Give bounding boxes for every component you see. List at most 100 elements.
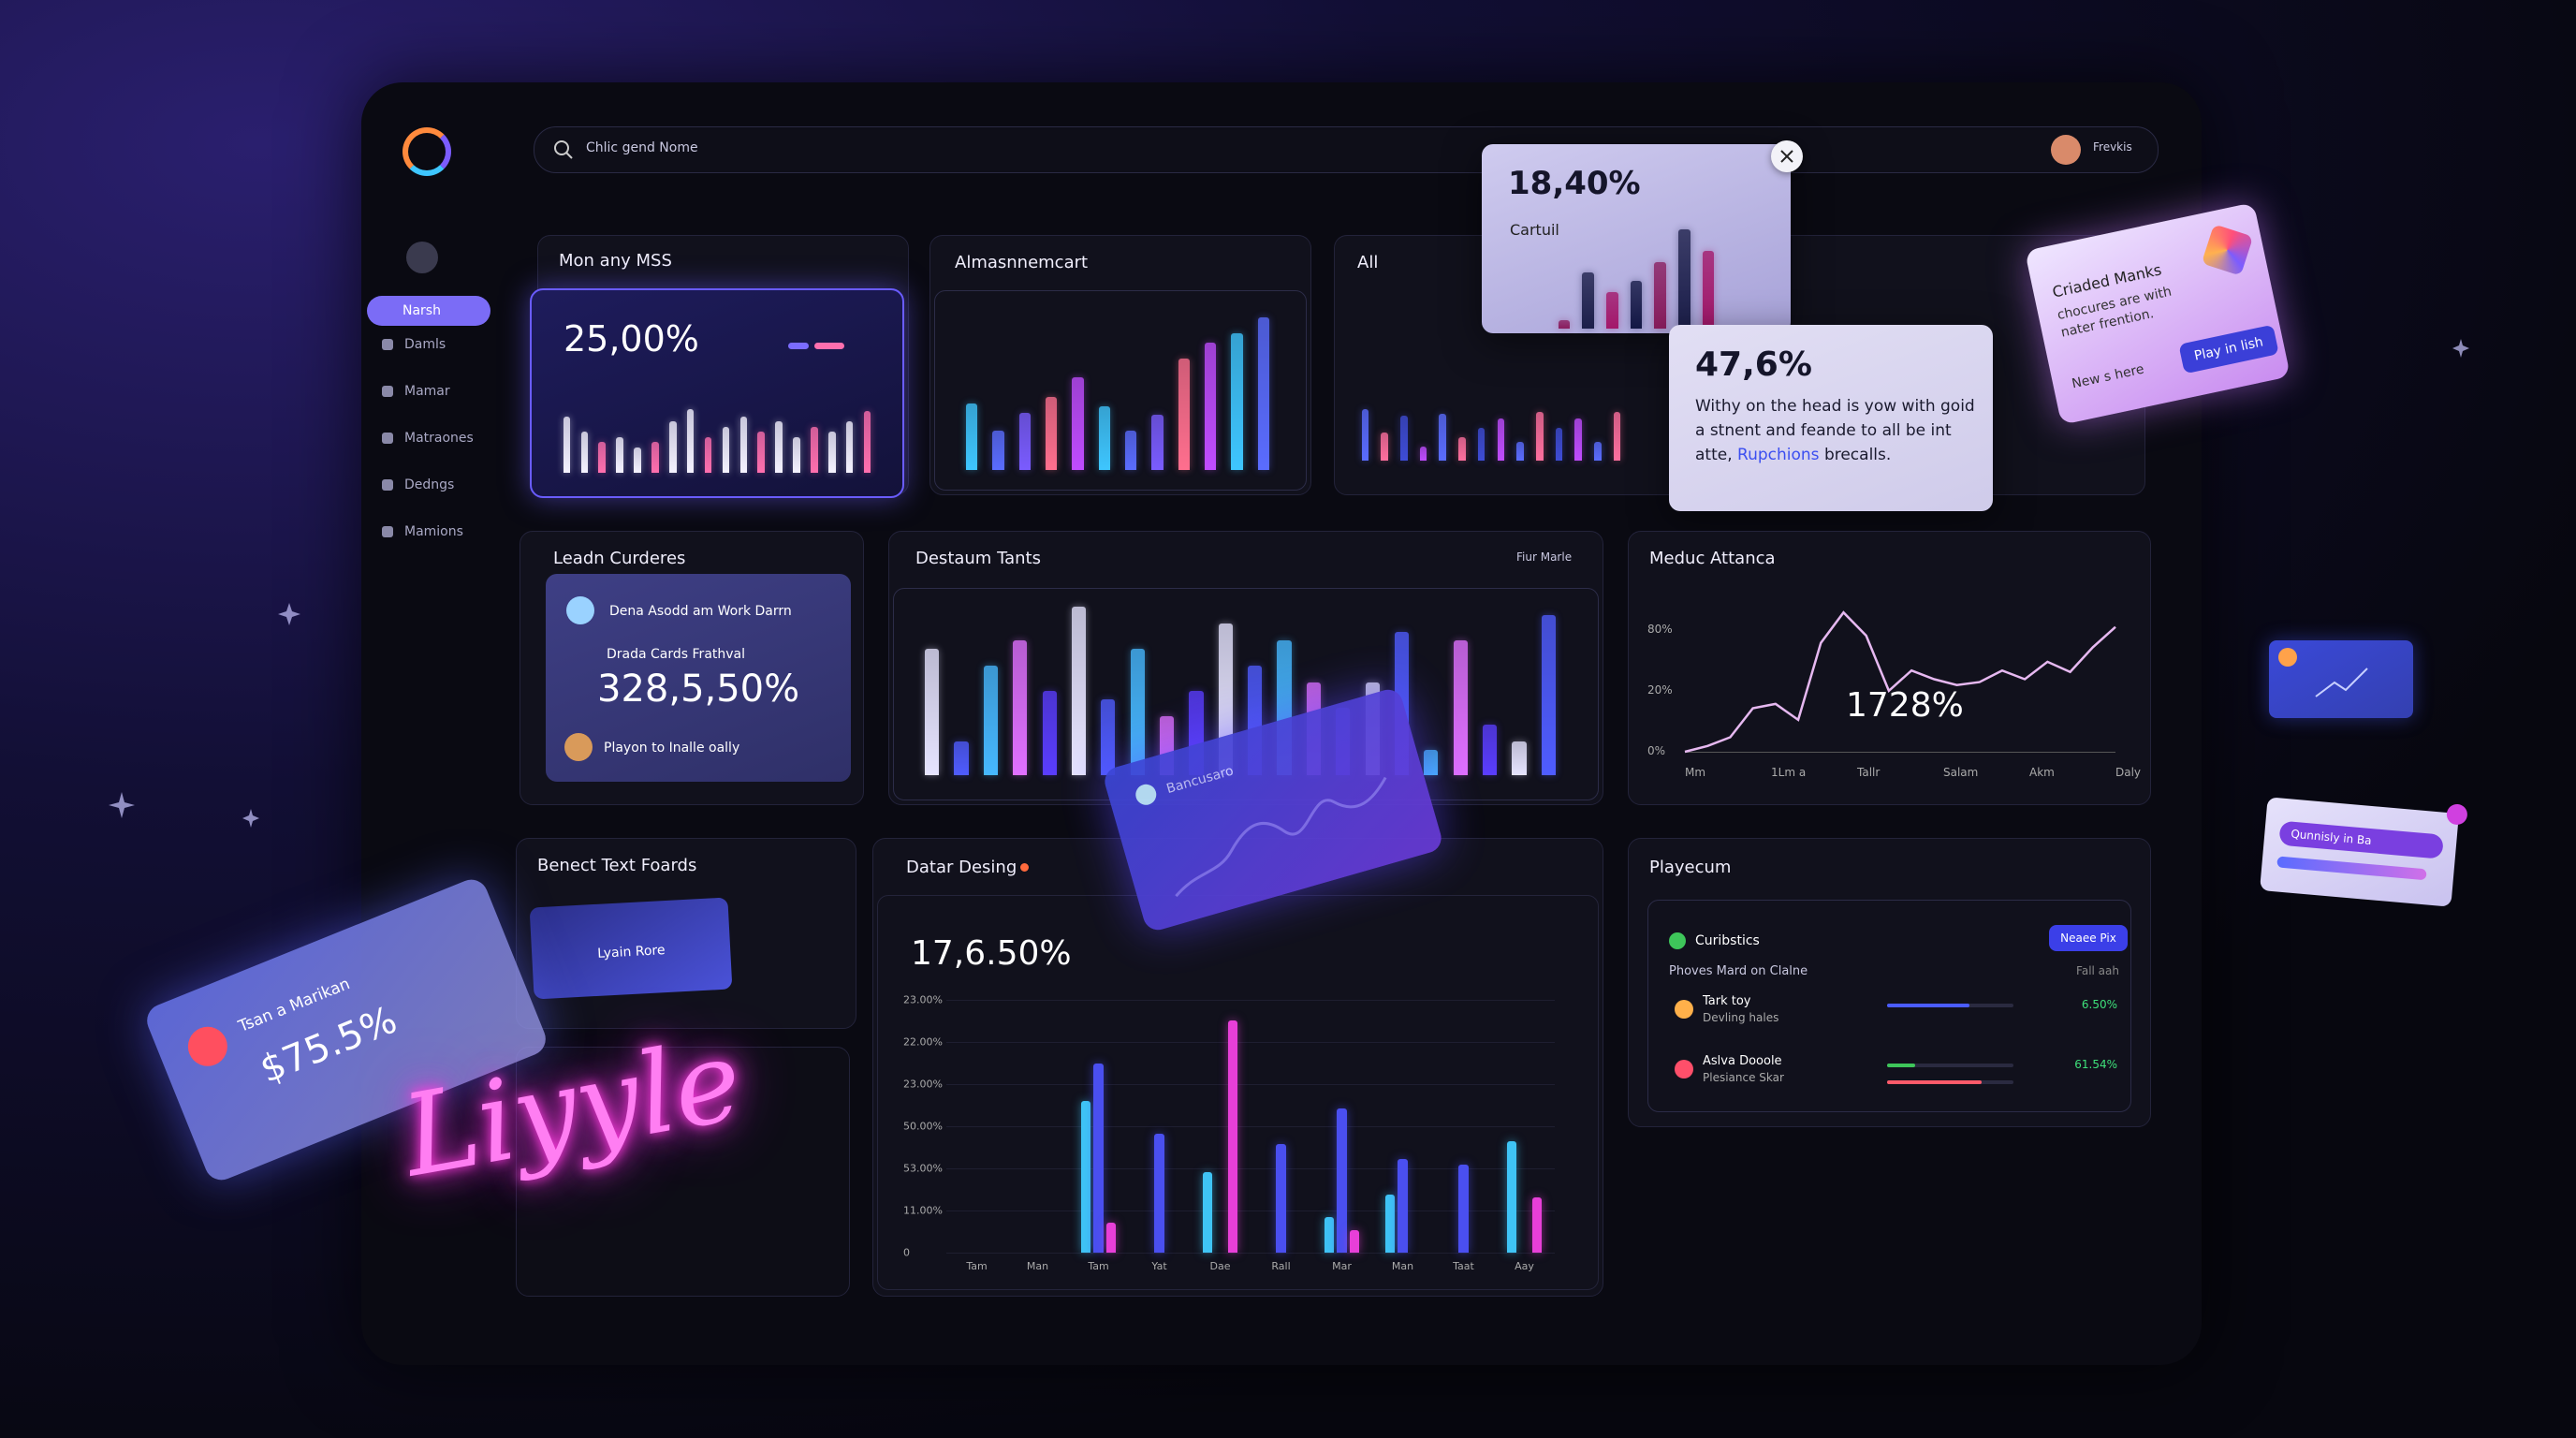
bar xyxy=(1072,377,1084,470)
inner-box: Curibstics Neaee Pix Phoves Mard on Clal… xyxy=(1647,900,2131,1112)
promo-button[interactable]: Play in lish xyxy=(2178,324,2279,374)
bar xyxy=(1541,615,1556,775)
bar xyxy=(1257,316,1269,470)
progress-track xyxy=(1887,1064,2013,1067)
bar xyxy=(1477,428,1486,461)
filter[interactable]: Fiur Marle xyxy=(1516,550,1573,564)
bar xyxy=(1042,691,1057,775)
body-link[interactable]: Rupchions xyxy=(1737,446,1820,464)
grid-line xyxy=(946,1168,1555,1169)
y-tick-label: 22.00% xyxy=(903,1035,943,1049)
benect-card[interactable]: Lyain Rore xyxy=(529,897,733,1000)
nav-item[interactable]: Damls xyxy=(404,337,446,352)
group-name: Curibstics xyxy=(1695,933,1760,948)
x-axis: Mm 1Lm a Tallr Salam Akm Daly xyxy=(1685,766,2153,785)
bar xyxy=(616,436,623,473)
bar xyxy=(1555,428,1563,461)
bar xyxy=(1231,332,1243,470)
bar xyxy=(1613,412,1621,461)
bar xyxy=(925,649,940,775)
bar xyxy=(757,432,765,473)
popup-label: Cartuil xyxy=(1510,221,1559,239)
bar xyxy=(1080,1101,1091,1253)
card-title: Almasnnemcart xyxy=(955,253,1089,272)
bar xyxy=(1512,741,1527,775)
body-text: Withy on the head is yow with goid a stn… xyxy=(1695,397,1975,464)
avatar xyxy=(564,733,593,761)
promo-link[interactable]: New s here xyxy=(2071,361,2145,392)
list-side: Fall aah xyxy=(2076,964,2119,977)
card-meduc: Meduc Attanca 80% 20% 0% Mm 1Lm a Tallr Salam… xyxy=(1628,531,2151,805)
card-title: Datar Desing xyxy=(906,858,1017,877)
bar xyxy=(1349,1229,1360,1253)
nav-item[interactable]: Narsh xyxy=(402,303,441,318)
avatar[interactable] xyxy=(2051,135,2081,165)
nav-item[interactable]: Mamions xyxy=(404,524,463,539)
popup-info: 47,6% Withy on the head is yow with goid… xyxy=(1669,325,1993,511)
pill-bar xyxy=(2276,856,2427,881)
bar xyxy=(1506,1141,1517,1253)
x-tick-label: Tam xyxy=(966,1260,988,1272)
pill[interactable]: Qunnisly in Ba xyxy=(2278,820,2444,859)
player-value: 61.54% xyxy=(2074,1058,2117,1071)
player-list: Tark toy Devling hales 6.50% Aslva Dooole Pl… xyxy=(1648,994,2130,1107)
sidebar-avatar[interactable] xyxy=(406,242,438,273)
bar xyxy=(704,436,712,473)
x-tick-label: 1Lm a xyxy=(1771,766,1807,779)
bar xyxy=(954,741,969,775)
popup-value: 47,6% xyxy=(1695,345,1812,384)
bar xyxy=(966,403,978,470)
bar xyxy=(1151,414,1164,470)
list-subtitle: Phoves Mard on Clalne xyxy=(1669,964,1808,978)
bar xyxy=(1130,649,1145,775)
bar xyxy=(1227,1020,1238,1253)
user-name: Frevkis xyxy=(2093,140,2132,154)
nav-icon xyxy=(382,339,393,350)
search-bar[interactable]: Chlic gend Nome Frevkis xyxy=(534,126,2159,173)
bar xyxy=(1419,447,1427,461)
nav-item[interactable]: Mamar xyxy=(404,384,450,399)
x-tick-label: Akm xyxy=(2029,766,2055,779)
bar xyxy=(1105,1222,1117,1253)
bar xyxy=(1400,416,1408,461)
progress-bar xyxy=(1887,1080,1983,1084)
progress-bar xyxy=(1887,1004,1969,1007)
card-title: Playecum xyxy=(1649,858,1732,877)
badge xyxy=(2278,648,2297,667)
bar xyxy=(1678,229,1690,329)
logo[interactable] xyxy=(402,127,451,176)
avatar xyxy=(1675,1060,1693,1078)
x-tick-label: Dae xyxy=(1209,1260,1231,1272)
nav-icon xyxy=(382,433,393,444)
bar xyxy=(1594,442,1602,461)
popup-body: Withy on the head is yow with goid a stn… xyxy=(1695,394,1976,467)
lead-person: Dena Asodd am Work Darrn xyxy=(609,604,792,619)
nav-icon xyxy=(382,386,393,397)
y-tick-label: 23.00% xyxy=(903,1078,943,1091)
bar xyxy=(793,436,800,473)
bar xyxy=(1205,343,1217,470)
nav-item[interactable]: Dedngs xyxy=(404,477,455,492)
x-tick-label: Taat xyxy=(1453,1260,1474,1272)
bar xyxy=(863,411,871,473)
player-name: Tark toy xyxy=(1703,994,1751,1008)
bar xyxy=(1324,1217,1335,1253)
x-tick-label: Salam xyxy=(1943,766,1979,779)
lead-value: 328,5,50% xyxy=(597,668,800,711)
dash xyxy=(814,343,844,349)
bar xyxy=(1071,607,1087,775)
card-title: Leadn Curderes xyxy=(553,549,686,568)
line-svg xyxy=(1684,610,2116,754)
bar xyxy=(1702,251,1715,329)
x-tick-label: Man xyxy=(1391,1260,1414,1272)
nav-item[interactable]: Matraones xyxy=(404,431,474,446)
y-axis: 23.00% 22.00% 23.00% 50.00% 53.00% 11.00% 0 xyxy=(903,994,945,1259)
badge xyxy=(182,1020,234,1073)
action-button[interactable]: Neaee Pix xyxy=(2049,925,2128,951)
grid-line xyxy=(946,1042,1555,1043)
x-tick-label: Mar xyxy=(1332,1260,1352,1272)
close-button[interactable] xyxy=(1771,140,1803,172)
bar-chart xyxy=(959,311,1277,470)
bar xyxy=(651,442,659,473)
